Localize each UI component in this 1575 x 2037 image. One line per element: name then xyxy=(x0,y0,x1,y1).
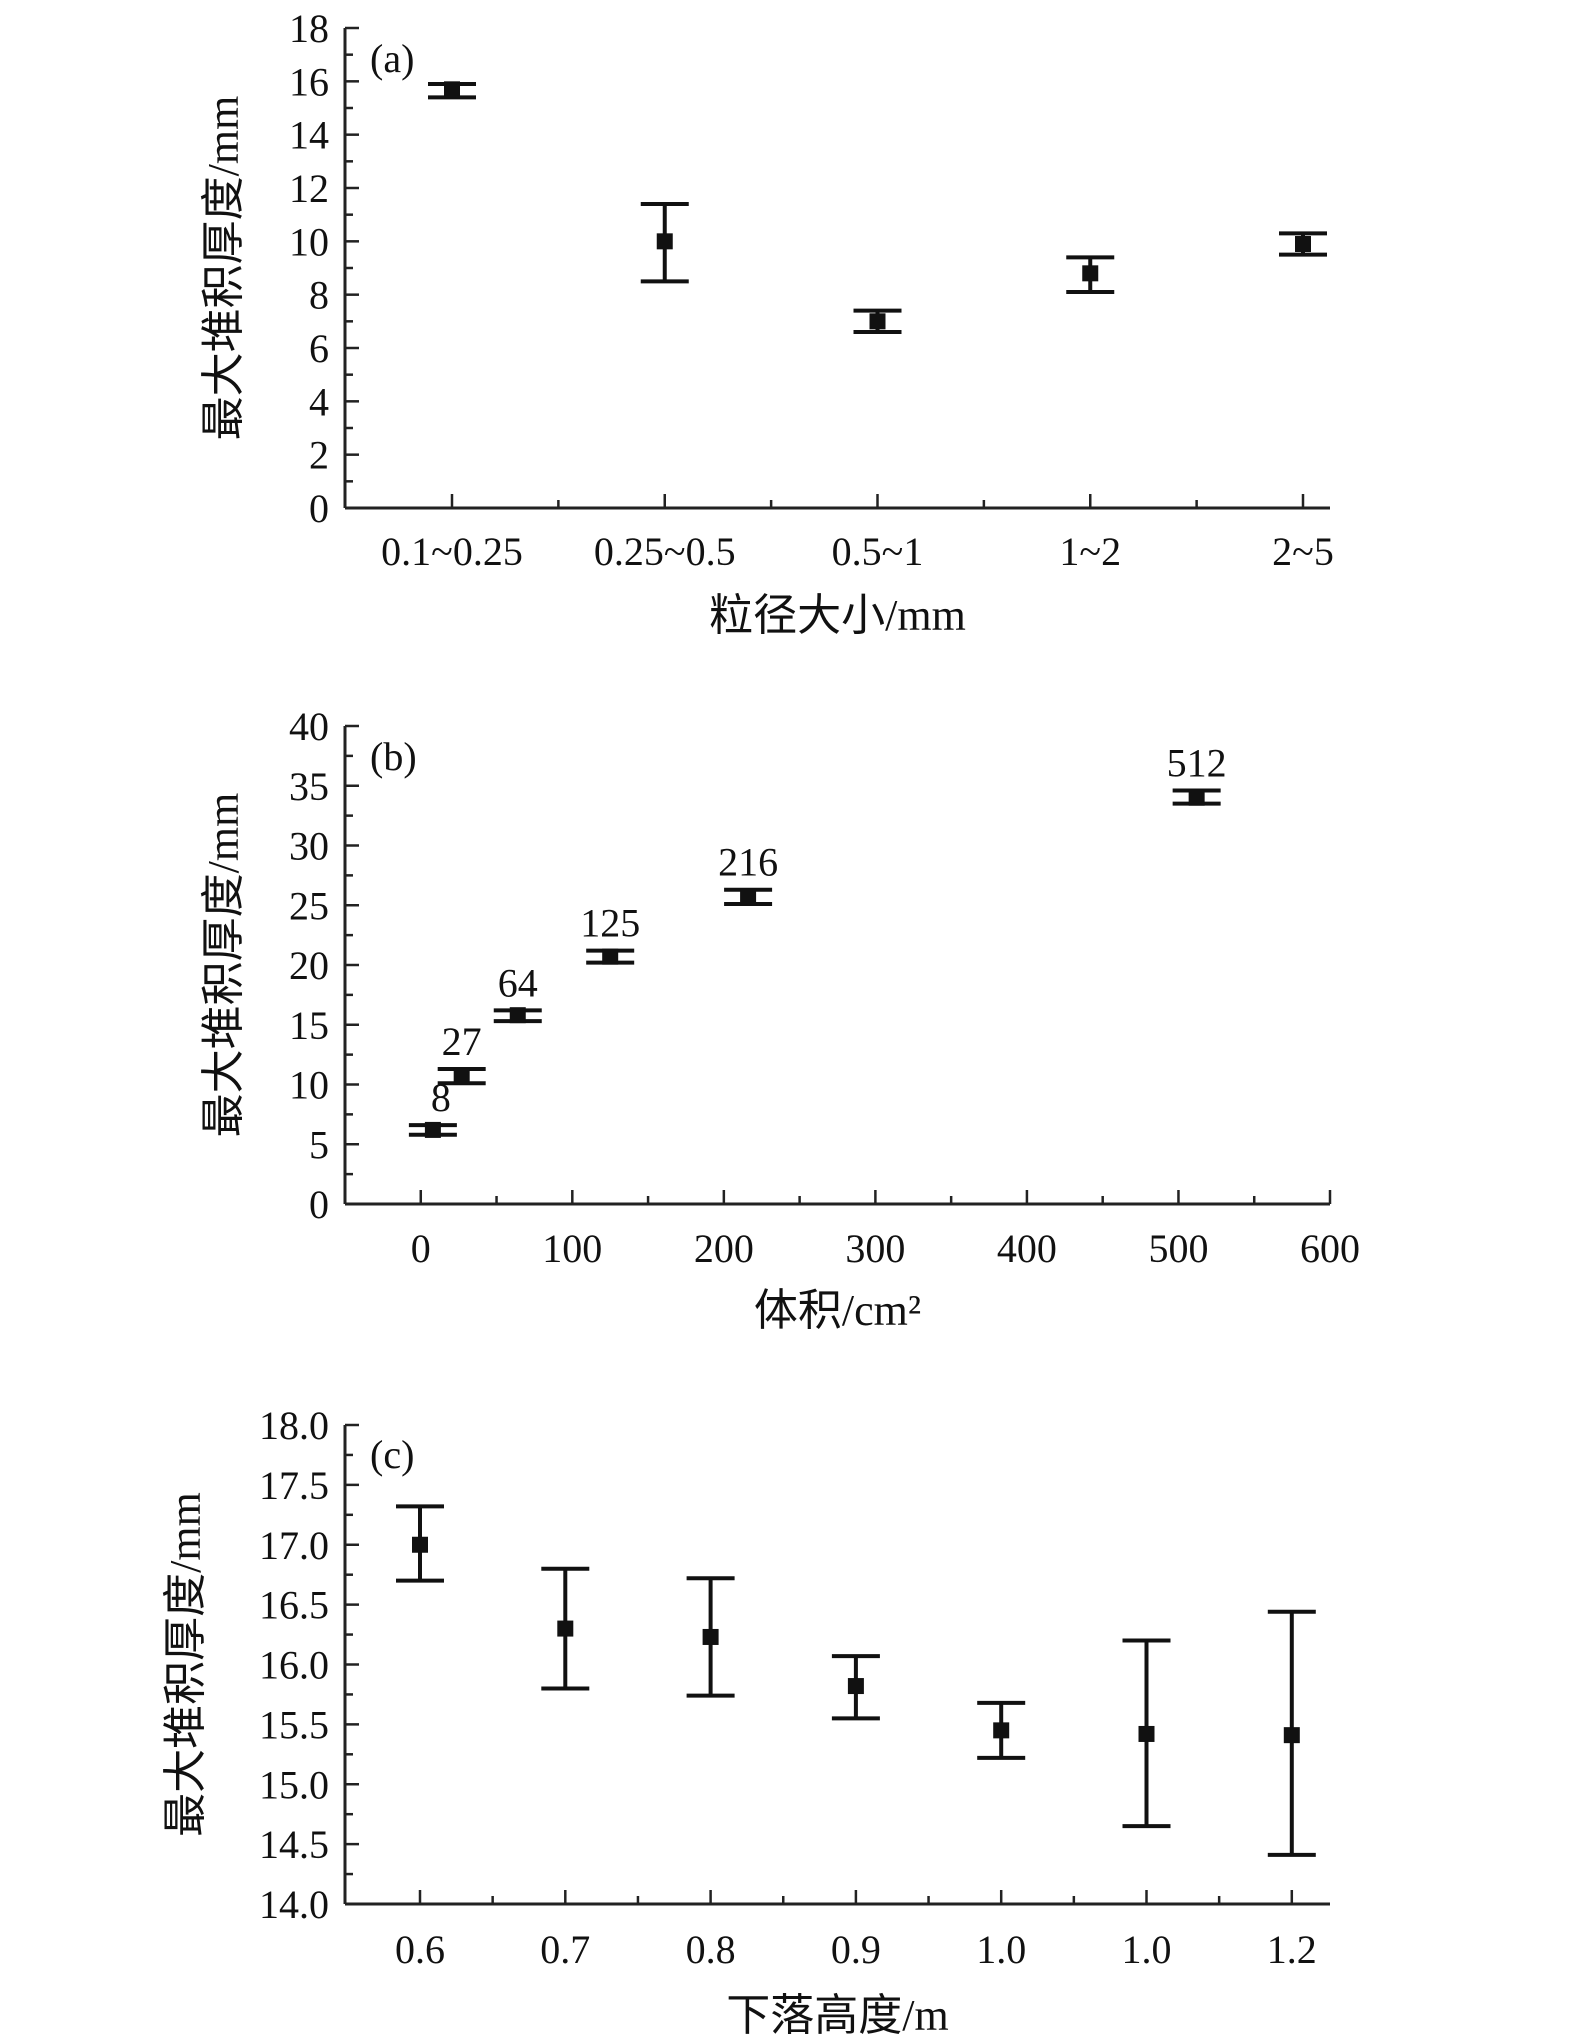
x-tick-label: 1.0 xyxy=(976,1927,1026,1972)
y-tick-label: 12 xyxy=(289,166,329,211)
point-label: 125 xyxy=(580,901,640,946)
data-point xyxy=(1138,1725,1155,1742)
y-tick-label: 40 xyxy=(289,704,329,749)
x-tick-label: 0.25~0.5 xyxy=(594,529,736,574)
y-tick-label: 0 xyxy=(309,486,329,531)
y-tick-label: 4 xyxy=(309,379,329,424)
panel-label-b: (b) xyxy=(370,734,417,779)
x-tick-label: 0.1~0.25 xyxy=(381,529,523,574)
y-tick-label: 8 xyxy=(309,273,329,318)
x-tick-label: 100 xyxy=(542,1226,602,1271)
x-axis-title-c: 下落高度/m xyxy=(726,1991,948,2037)
panel-label-a: (a) xyxy=(370,36,414,81)
y-tick-label: 10 xyxy=(289,219,329,264)
y-tick-label: 2 xyxy=(309,433,329,478)
y-tick-label: 6 xyxy=(309,326,329,371)
y-tick-label: 15.5 xyxy=(259,1702,329,1747)
y-axis-title-c: 最大堆积厚度/mm xyxy=(161,1492,210,1837)
data-point xyxy=(412,1536,428,1553)
y-tick-label: 14.5 xyxy=(259,1822,329,1867)
data-point xyxy=(1188,789,1205,806)
x-tick-label: 0.5~1 xyxy=(832,529,924,574)
data-point xyxy=(602,948,619,965)
y-tick-label: 18.0 xyxy=(259,1403,329,1448)
x-tick-label: 1.2 xyxy=(1267,1927,1317,1972)
x-tick-label: 1~2 xyxy=(1059,529,1121,574)
y-tick-label: 14.0 xyxy=(259,1882,329,1927)
y-tick-label: 17.5 xyxy=(259,1463,329,1508)
y-tick-label: 20 xyxy=(289,943,329,988)
y-tick-label: 17.0 xyxy=(259,1523,329,1568)
y-tick-label: 18 xyxy=(289,6,329,51)
data-point xyxy=(1082,265,1099,282)
x-tick-label: 0.9 xyxy=(831,1927,881,1972)
y-tick-label: 5 xyxy=(309,1122,329,1167)
x-tick-label: 0.8 xyxy=(686,1927,736,1972)
y-tick-label: 14 xyxy=(289,113,329,158)
data-point xyxy=(424,1121,441,1138)
data-point xyxy=(1283,1727,1300,1744)
y-axis-title-b: 最大堆积厚度/mm xyxy=(199,793,248,1138)
data-point xyxy=(702,1628,719,1645)
x-axis-title-a: 粒径大小/mm xyxy=(709,591,966,640)
data-point xyxy=(847,1678,864,1695)
y-tick-label: 25 xyxy=(289,883,329,928)
panel-c: (c) 下落高度/m 最大堆积厚度/mm 14.0 14.5 15.0 15.5 16.… xyxy=(161,1403,1330,2037)
y-tick-label: 16 xyxy=(289,59,329,104)
panel-label-c: (c) xyxy=(370,1432,414,1477)
point-label: 27 xyxy=(442,1019,482,1064)
data-point xyxy=(453,1068,470,1085)
y-tick-label: 16.5 xyxy=(259,1583,329,1628)
data-point xyxy=(993,1722,1010,1739)
x-tick-label: 2~5 xyxy=(1272,529,1334,574)
x-tick-label: 200 xyxy=(694,1226,754,1271)
data-point xyxy=(869,313,886,330)
x-tick-label: 300 xyxy=(845,1226,905,1271)
x-tick-label: 400 xyxy=(997,1226,1057,1271)
y-tick-label: 30 xyxy=(289,824,329,869)
y-tick-label: 16.0 xyxy=(259,1643,329,1688)
y-tick-label: 10 xyxy=(289,1063,329,1108)
panel-a: (a) 粒径大小/mm 最大堆积厚度/mm 0 2 4 6 8 10 12 14 16 18 0.1… xyxy=(199,6,1334,640)
point-label: 64 xyxy=(498,960,538,1005)
point-label: 512 xyxy=(1167,741,1227,786)
data-point xyxy=(656,233,673,250)
y-tick-label: 15 xyxy=(289,1003,329,1048)
data-point xyxy=(444,81,460,98)
data-point xyxy=(1295,236,1311,252)
point-label: 8 xyxy=(431,1075,451,1120)
x-tick-label: 0.6 xyxy=(395,1927,445,1972)
x-tick-label: 0 xyxy=(411,1226,431,1271)
x-tick-label: 500 xyxy=(1148,1226,1208,1271)
x-tick-label: 0.7 xyxy=(540,1927,590,1972)
y-tick-label: 15.0 xyxy=(259,1762,329,1807)
y-tick-label: 35 xyxy=(289,764,329,809)
x-tick-label: 1.0 xyxy=(1122,1927,1172,1972)
y-axis-title-a: 最大堆积厚度/mm xyxy=(199,96,248,441)
data-point xyxy=(740,888,757,905)
y-tick-label: 0 xyxy=(309,1182,329,1227)
data-point xyxy=(557,1620,574,1637)
x-tick-label: 600 xyxy=(1300,1226,1360,1271)
point-label: 216 xyxy=(718,840,778,885)
data-point xyxy=(509,1007,526,1024)
x-axis-title-b: 体积/cm² xyxy=(754,1286,921,1335)
